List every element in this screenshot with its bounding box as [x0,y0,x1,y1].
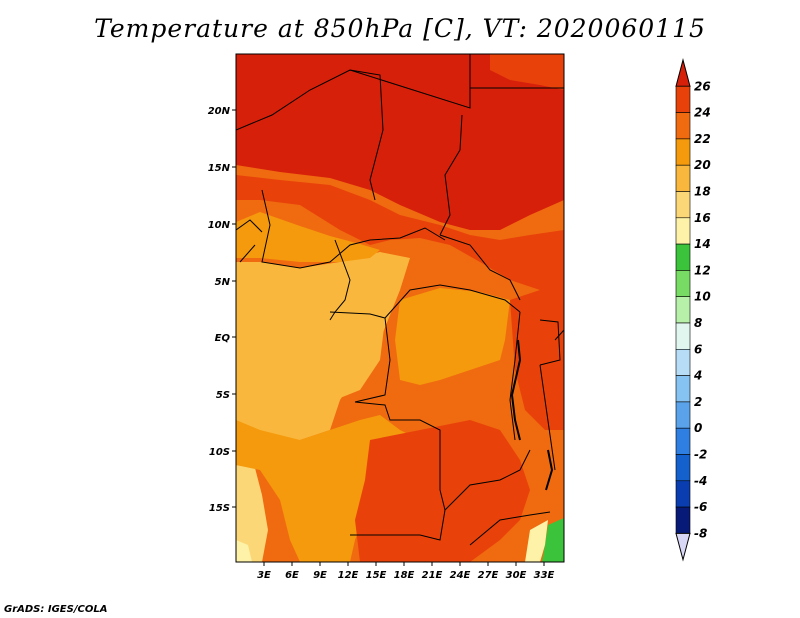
colorbar-segment [675,480,691,508]
colorbar-label: 2 [694,395,702,409]
lat-tick-label: 15N [208,163,231,174]
colorbar-segment [675,86,691,113]
field-band-20-central [395,288,510,385]
colorbar-label: -2 [694,448,707,462]
lon-tick-label: 6E [285,570,299,581]
border-drc-north [384,284,521,319]
border-nigeria [261,189,371,269]
colorbar-segment [675,243,691,271]
colorbar-label: 8 [694,316,702,330]
border-lakes [510,339,522,441]
colorbar-label: 12 [694,263,711,277]
border-chad-sudan [439,114,463,236]
colorbar-label: 10 [694,290,711,304]
border-north-1 [236,69,384,201]
colorbar-label: -6 [694,500,707,514]
lon-tick-label: 24E [450,570,471,581]
colorbar-label: 20 [694,158,711,172]
border-cameroon [329,239,351,321]
colorbar-segment [675,348,691,376]
colorbar-label: -8 [694,526,707,540]
colorbar-segment [675,270,691,297]
field-band-18-west [236,252,410,440]
plot-frame [235,53,565,563]
colorbar-segment [675,112,691,140]
lat-tick-label: 10N [208,220,231,231]
colorbar-label: 24 [694,106,711,120]
colorbar-segment [675,427,691,455]
credit-text: GrADS: IGES/COLA [4,604,108,615]
colorbar-label: 4 [693,369,702,383]
border-gabon-congo [329,311,391,403]
colorbar-segment [675,454,691,482]
border-north-2 [349,54,471,109]
map-title: Temperature at 850hPa [C], VT: 202006011… [94,14,706,43]
border-west-2 [239,244,256,263]
colorbar-label: 16 [694,211,711,225]
border-east-2 [539,319,561,366]
lat-tick-label: 10S [209,447,230,458]
lon-tick-label: 15E [366,570,387,581]
country-borders [236,54,564,546]
border-angola [354,401,446,511]
colorbar-label: 14 [694,237,711,251]
border-east-3 [539,364,556,471]
field-band-18-central [325,300,385,398]
colorbar-segment [675,164,691,192]
border-angola-south [350,509,446,541]
border-zambia [444,449,531,511]
lon-tick-label: 12E [338,570,359,581]
border-west-1 [236,219,263,233]
colorbar-segment [675,401,691,429]
border-south-zambia [469,511,551,546]
colorbar-label: 6 [694,342,702,356]
lat-tick-label: 20N [208,106,231,117]
lat-tick-label: 15S [209,503,230,514]
lon-tick-label: 21E [422,570,443,581]
lon-tick-label: 9E [313,570,327,581]
colorbar-segment [675,138,691,166]
border-chad-car [369,227,446,241]
colorbar-label: -4 [694,474,707,488]
field-band-14-southwest [236,540,252,562]
colorbar-segment [675,506,691,534]
lon-tick-label: 27E [478,570,499,581]
lon-tick-label: 18E [394,570,415,581]
colorbar-label: 26 [694,79,711,93]
border-east-1 [554,329,564,341]
colorbar-label: 0 [694,421,702,435]
colorbar-segment [675,217,691,245]
field-band-16-southwest [236,465,268,562]
colorbar-segment [675,375,691,403]
field-band-12-southeast [542,518,564,562]
border-lake-malawi [545,449,554,491]
colorbar-arrow-top [675,58,691,87]
field-band-26-north [236,54,564,230]
colorbar-segment [675,322,691,350]
lon-tick-label: 33E [534,570,555,581]
colorbar-arrow-bottom [675,532,691,562]
colorbar-segment [675,191,691,219]
border-drc-east [509,311,521,441]
colorbar-label: 22 [694,132,711,146]
longitude-axis: 3E 6E 9E 12E 15E 18E 21E 24E 27E 30E 33E [257,562,555,581]
lon-tick-label: 30E [506,570,527,581]
lon-tick-label: 3E [257,570,271,581]
field-band-24-northeast-patch [490,54,564,90]
field-band-24-southeast [355,420,530,562]
colorbar-label: 18 [694,185,711,199]
lat-tick-label: 5S [216,390,230,401]
latitude-axis: 20N 15N 10N 5N EQ 5S 10S 15S [208,106,236,514]
border-sudan-south [439,234,521,301]
temperature-field [236,54,564,562]
lat-tick-label: EQ [215,333,231,344]
lat-tick-label: 5N [215,277,231,288]
colorbar-segment [675,296,691,324]
field-band-14-southeast [525,520,548,562]
